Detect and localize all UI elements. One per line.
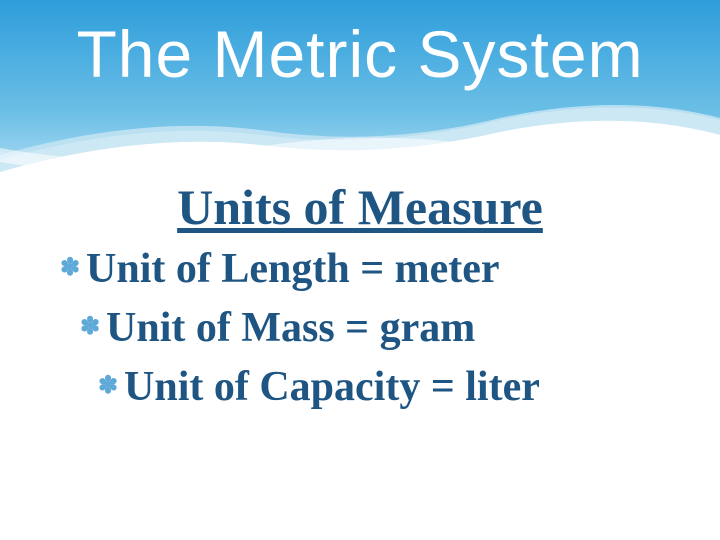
asterisk-icon: ✽ xyxy=(98,370,118,404)
bullet-text: Unit of Capacity = liter xyxy=(124,364,540,410)
list-item: ✽ Unit of Mass = gram xyxy=(60,299,660,358)
asterisk-icon: ✽ xyxy=(60,252,80,286)
slide-subtitle: Units of Measure xyxy=(0,178,720,236)
list-item: ✽ Unit of Length = meter xyxy=(60,240,660,299)
slide-content: Units of Measure ✽ Unit of Length = mete… xyxy=(0,178,720,416)
slide-title: The Metric System xyxy=(0,16,720,92)
bullet-text: Unit of Mass = gram xyxy=(106,305,475,351)
bullet-text: Unit of Length = meter xyxy=(86,246,500,292)
asterisk-icon: ✽ xyxy=(80,311,100,345)
list-item: ✽ Unit of Capacity = liter xyxy=(60,358,660,417)
bullet-list: ✽ Unit of Length = meter ✽ Unit of Mass … xyxy=(0,240,720,416)
